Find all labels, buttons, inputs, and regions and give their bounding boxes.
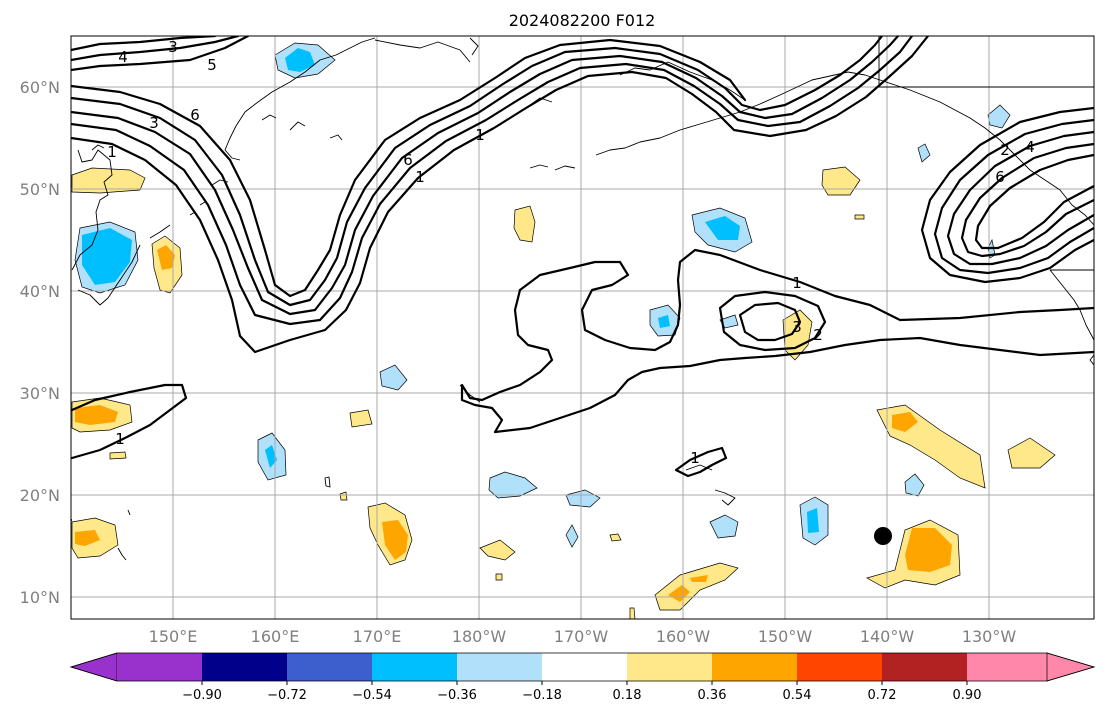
lat-label: 20°N	[20, 486, 60, 505]
contour-label: 5	[207, 56, 217, 74]
colorbar-ticks	[201, 681, 968, 685]
colorbar-segment	[542, 653, 627, 681]
contour-labels: 3 4 5 6 1 3 6 1 1 3 2 1 1 1 2 4 6	[107, 38, 1035, 467]
lon-label: 170°W	[554, 627, 609, 646]
figure-title: 2024082200 F012	[509, 11, 656, 30]
lat-label: 10°N	[20, 588, 60, 607]
colorbar-tick-label: −0.72	[267, 688, 307, 703]
colorbar-tick-label: −0.90	[182, 688, 222, 703]
colorbar-tick-label: 0.36	[698, 688, 727, 703]
colorbar: −0.90 −0.72 −0.54 −0.36 −0.18 0.18 0.36 …	[69, 652, 1096, 703]
map-content: 3 4 5 6 1 3 6 1 1 3 2 1 1 1 2 4 6	[71, 36, 1094, 619]
contour-label: 2	[1000, 141, 1010, 159]
lon-label: 180°W	[452, 627, 507, 646]
colorbar-segment	[712, 653, 797, 681]
lon-label: 140°W	[860, 627, 915, 646]
location-marker	[874, 527, 892, 545]
colorbar-tick-label: 0.54	[783, 688, 812, 703]
colorbar-segment	[287, 653, 372, 681]
colorbar-tick-label: 0.90	[953, 688, 982, 703]
contour-label: 6	[995, 168, 1005, 186]
positive-anomaly-strong	[75, 245, 952, 602]
colorbar-tick-label: −0.36	[437, 688, 477, 703]
colorbar-extend-low	[69, 652, 118, 682]
map-background	[71, 36, 1094, 619]
colorbar-tick-label: 0.18	[613, 688, 642, 703]
lon-label: 170°E	[353, 627, 402, 646]
colorbar-segment	[882, 653, 967, 681]
contour-label: 3	[792, 318, 802, 336]
colorbar-segment	[627, 653, 712, 681]
contour-label: 1	[792, 274, 802, 292]
colorbar-segment	[967, 653, 1047, 681]
latitude-labels: 60°N 50°N 40°N 30°N 20°N 10°N	[20, 78, 60, 607]
contour-label: 6	[403, 151, 413, 169]
lat-label: 30°N	[20, 384, 60, 403]
contour-label: 1	[690, 449, 700, 467]
lon-label: 160°E	[251, 627, 300, 646]
contour-label: 4	[118, 48, 128, 66]
contour-label: 1	[475, 126, 485, 144]
colorbar-segment	[372, 653, 457, 681]
contour-label: 6	[190, 106, 200, 124]
colorbar-tick-label: −0.54	[352, 688, 392, 703]
colorbar-segment	[797, 653, 882, 681]
longitude-labels: 150°E 160°E 170°E 180°W 170°W 160°W 150°…	[149, 627, 1017, 646]
contours	[71, 36, 1094, 522]
colorbar-outline	[69, 652, 1096, 682]
lat-label: 40°N	[20, 282, 60, 301]
contour-label: 3	[168, 38, 178, 56]
colorbar-segment	[117, 653, 202, 681]
contour-label: 4	[1025, 138, 1035, 156]
lat-label: 60°N	[20, 78, 60, 97]
contour-label: 1	[107, 143, 117, 161]
colorbar-extend-high	[1046, 652, 1096, 682]
colorbar-segment	[457, 653, 542, 681]
lon-label: 150°W	[758, 627, 813, 646]
contour-label: 1	[115, 430, 125, 448]
lon-label: 160°W	[656, 627, 711, 646]
colorbar-segment	[202, 653, 287, 681]
contour-label: 3	[149, 114, 159, 132]
negative-anomaly-strong	[82, 48, 819, 533]
lon-label: 130°W	[962, 627, 1017, 646]
graticule	[71, 36, 1094, 619]
lat-label: 50°N	[20, 180, 60, 199]
lon-label: 150°E	[149, 627, 198, 646]
map-frame	[70, 35, 1095, 620]
contour-label: 2	[813, 326, 823, 344]
colorbar-tick-label: −0.18	[522, 688, 562, 703]
colorbar-tick-label: 0.72	[868, 688, 897, 703]
contour-label: 1	[415, 168, 425, 186]
